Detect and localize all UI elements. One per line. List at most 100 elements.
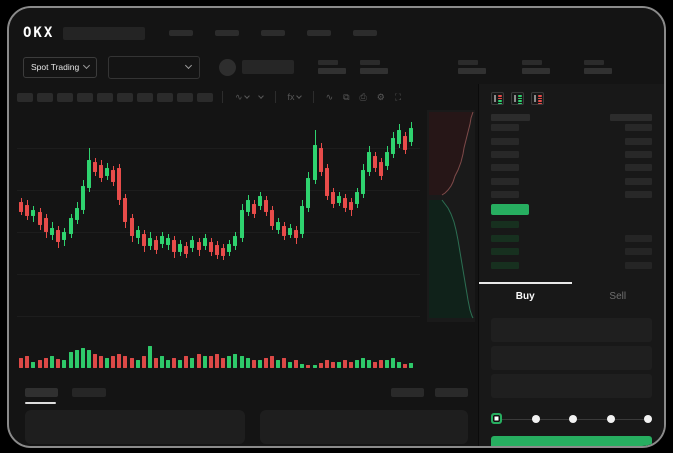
- volume-bar: [130, 358, 134, 368]
- chevron-down-icon: [295, 92, 302, 99]
- chart-gridline: [17, 190, 420, 191]
- bottom-tabs: [25, 384, 468, 404]
- buy-submit-button[interactable]: [491, 436, 652, 446]
- candle-body: [50, 228, 54, 235]
- nav-item-placeholder[interactable]: [169, 30, 194, 36]
- stat-label-placeholder: [458, 60, 479, 65]
- order-input-placeholder[interactable]: [491, 345, 652, 370]
- orderbook-ask-row[interactable]: [491, 148, 652, 161]
- line-tool-icon[interactable]: ∿: [325, 91, 334, 102]
- depth-bids-area: [429, 200, 473, 318]
- volume-bar: [300, 364, 304, 368]
- divider: [312, 91, 314, 103]
- orderbook-ask-row[interactable]: [491, 121, 652, 134]
- stat-value-placeholder: [360, 68, 389, 74]
- book-bids-only-icon[interactable]: [511, 92, 524, 105]
- orderbook-bid-row[interactable]: [491, 245, 652, 258]
- tab-placeholder-right[interactable]: [391, 387, 424, 397]
- candle-body: [123, 198, 127, 222]
- chart-settings-icon[interactable]: ⚙: [376, 91, 385, 102]
- ask-amount-placeholder: [625, 150, 652, 158]
- timeframe-button[interactable]: [97, 92, 113, 102]
- interval-icon[interactable]: ∿: [232, 92, 252, 103]
- slider-stop-75[interactable]: [606, 414, 615, 423]
- icon-dash: [518, 97, 522, 100]
- chart-gridline: [17, 148, 420, 149]
- volume-bar: [160, 356, 164, 368]
- timeframe-button[interactable]: [197, 92, 213, 102]
- volume-pane: [17, 342, 478, 370]
- volume-bar: [99, 356, 103, 368]
- candle-body: [154, 240, 158, 250]
- candlestick-chart[interactable]: [17, 110, 478, 342]
- bid-price-placeholder: [491, 261, 519, 269]
- order-input-placeholder[interactable]: [491, 373, 652, 398]
- icon-dash: [538, 100, 542, 102]
- slider-stop-25[interactable]: [531, 414, 540, 423]
- pair-selector-dropdown[interactable]: [108, 55, 201, 79]
- volume-bar: [215, 354, 219, 368]
- nav-item-placeholder[interactable]: [307, 30, 332, 36]
- timeframe-button[interactable]: [157, 92, 173, 102]
- bid-amount-placeholder: [625, 248, 652, 256]
- book-asks-only-icon[interactable]: [531, 92, 544, 105]
- tab-buy[interactable]: Buy: [479, 281, 572, 309]
- volume-bar: [227, 356, 231, 368]
- bid-amount-placeholder: [625, 261, 652, 269]
- orderbook-ask-row[interactable]: [491, 134, 652, 147]
- trade-mode-dropdown[interactable]: Spot Trading: [23, 56, 98, 78]
- top-navigation-bar: OKX: [9, 8, 664, 48]
- compare-icon[interactable]: ⧉: [343, 91, 350, 102]
- last-price-indicator: [491, 204, 529, 216]
- icon-dash: [518, 100, 522, 102]
- candle-body: [391, 138, 395, 154]
- candle-body: [313, 145, 317, 180]
- timeframe-button[interactable]: [17, 92, 33, 102]
- nav-item-placeholder[interactable]: [215, 30, 240, 36]
- screenshot-icon[interactable]: ⎙: [359, 91, 367, 102]
- orderbook-ask-row[interactable]: [491, 175, 652, 188]
- candle-body: [19, 202, 23, 212]
- amount-slider[interactable]: [491, 413, 652, 425]
- book-both-sides-icon[interactable]: [491, 92, 504, 105]
- nav-item-placeholder[interactable]: [261, 30, 286, 36]
- timeframe-button[interactable]: [37, 92, 53, 102]
- depth-asks-area: [429, 112, 473, 195]
- orderbook-bid-row[interactable]: [491, 218, 652, 231]
- orderbook-bid-row[interactable]: [491, 232, 652, 245]
- timeframe-button[interactable]: [77, 92, 93, 102]
- candle-body: [203, 238, 207, 246]
- fullscreen-icon[interactable]: ⛶: [394, 91, 402, 102]
- timeframe-button[interactable]: [177, 92, 193, 102]
- indicators-icon[interactable]: fx: [285, 92, 304, 102]
- chart-style-icon[interactable]: [256, 92, 266, 99]
- order-input-placeholder[interactable]: [491, 317, 652, 342]
- candle-body: [130, 218, 134, 236]
- timeframe-button[interactable]: [57, 92, 73, 102]
- divider: [274, 91, 276, 103]
- volume-bar: [379, 360, 383, 368]
- icon-dash: [518, 102, 522, 105]
- nav-item-placeholder[interactable]: [353, 30, 378, 36]
- slider-stop-50[interactable]: [569, 414, 577, 423]
- tab-active-placeholder[interactable]: [25, 387, 58, 404]
- slider-stop-0[interactable]: [491, 413, 502, 425]
- icon-bar: [534, 95, 536, 102]
- candle-body: [221, 248, 225, 256]
- timeframe-button[interactable]: [117, 92, 133, 102]
- tab-sell[interactable]: Sell: [609, 290, 627, 302]
- timeframe-button[interactable]: [137, 92, 153, 102]
- volume-bar: [343, 360, 347, 368]
- orderbook-ask-row[interactable]: [491, 188, 652, 201]
- orderbook-bid-row[interactable]: [491, 258, 652, 271]
- volume-bar: [337, 362, 341, 368]
- volume-bar: [355, 360, 359, 368]
- tab-placeholder[interactable]: [72, 387, 106, 397]
- slider-stop-100[interactable]: [644, 414, 652, 423]
- orderbook-ask-row[interactable]: [491, 161, 652, 174]
- ask-amount-placeholder: [625, 124, 652, 132]
- tab-placeholder-right[interactable]: [435, 387, 468, 397]
- volume-bar: [282, 358, 286, 368]
- volume-bar: [81, 348, 85, 368]
- candle-body: [148, 238, 152, 246]
